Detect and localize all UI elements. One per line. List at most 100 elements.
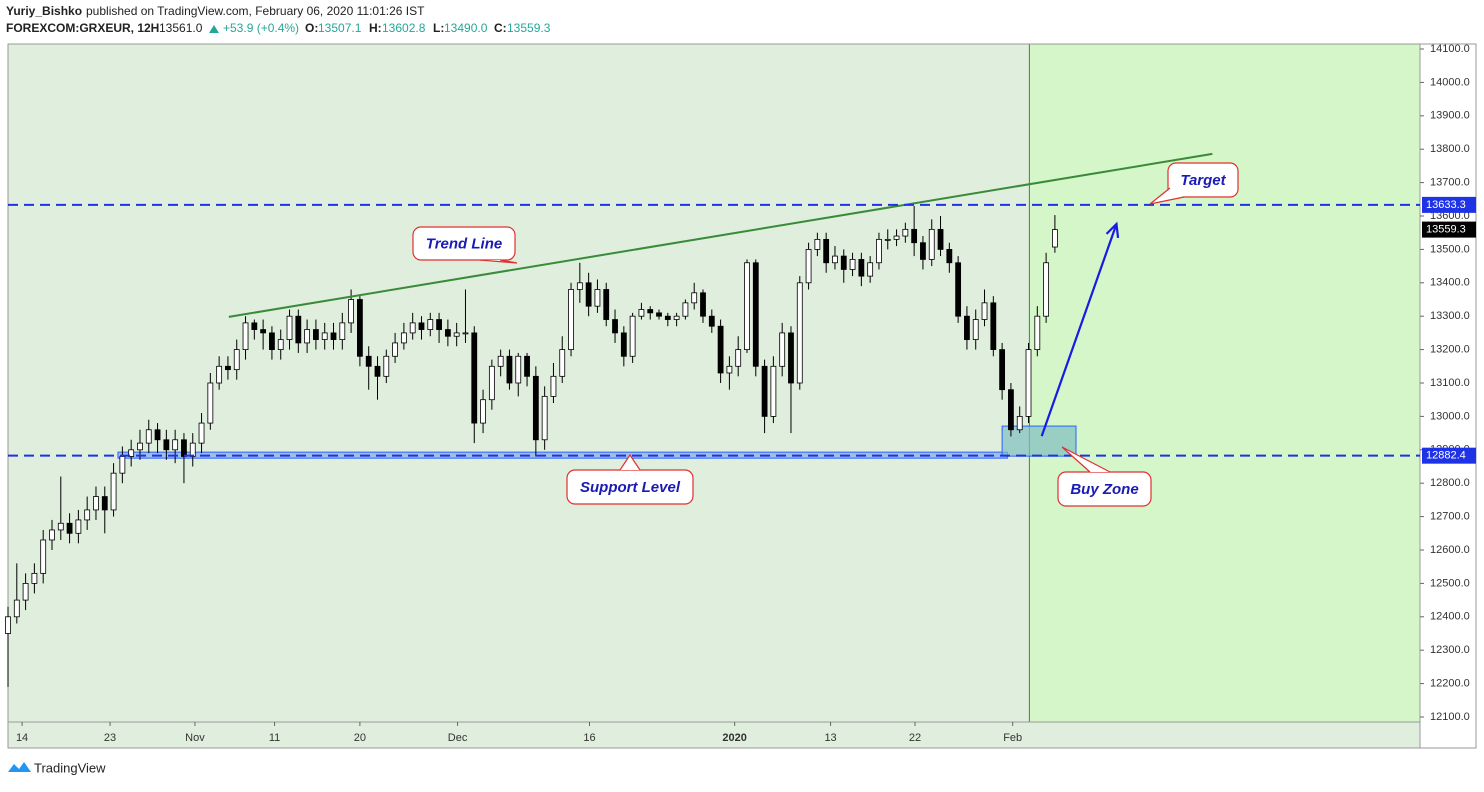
candle-body: [260, 329, 267, 334]
last-price: 13561.0: [159, 21, 203, 35]
candle-body: [981, 302, 988, 320]
callout-text: Buy Zone: [1070, 481, 1138, 498]
candle-body: [585, 282, 592, 307]
y-tick-label: 14000.0: [1430, 76, 1470, 88]
x-tick-label: Dec: [448, 732, 468, 744]
candle-body: [823, 238, 830, 264]
candle-body: [568, 289, 574, 351]
x-tick-label: Feb: [1003, 732, 1022, 744]
y-tick-label: 12500.0: [1430, 577, 1470, 589]
candle-body: [691, 292, 698, 304]
candle-body: [726, 365, 733, 374]
author: Yuriy_Bishko: [6, 4, 82, 18]
candle-body: [700, 292, 706, 317]
candle-body: [541, 395, 548, 441]
candle-body: [462, 332, 469, 335]
candle-body: [5, 616, 11, 634]
candle-body: [849, 259, 856, 270]
candle-body: [972, 319, 979, 340]
candle-body: [1034, 315, 1041, 351]
y-tick-label: 12700.0: [1430, 511, 1470, 523]
y-tick-label: 12200.0: [1430, 677, 1470, 689]
y-tick-label: 12800.0: [1430, 477, 1470, 489]
candle-body: [313, 329, 319, 340]
highlight-region: [1029, 44, 1420, 722]
candle-body: [752, 262, 759, 367]
candle-body: [295, 315, 302, 344]
x-tick-label: 11: [269, 732, 280, 744]
y-tick-label: 13000.0: [1430, 410, 1470, 422]
x-tick-label: 13: [824, 732, 836, 744]
callout-tail: [1061, 446, 1111, 473]
y-tick-label: 13300.0: [1430, 310, 1470, 322]
callout-tail: [479, 259, 518, 264]
candle-body: [1008, 389, 1014, 431]
candle-body: [321, 332, 328, 340]
y-tick-label: 13500.0: [1430, 243, 1470, 255]
h-label: H:: [369, 21, 382, 35]
candle-body: [840, 255, 847, 270]
y-tick-label: 12600.0: [1430, 544, 1470, 556]
candle-body: [735, 349, 742, 367]
candle-body: [1052, 229, 1058, 248]
candle-body: [137, 442, 143, 451]
callout-box: [412, 226, 516, 261]
candle-body: [207, 382, 214, 424]
candle-body: [594, 289, 601, 307]
published: published on TradingView.com, February 0…: [86, 4, 425, 18]
x-tick-label: 14: [16, 732, 28, 744]
candle-body: [620, 332, 627, 357]
candle-body: [480, 399, 486, 424]
y-tick-label: 12300.0: [1430, 644, 1470, 656]
candle-body: [814, 238, 821, 250]
candle-body: [524, 355, 530, 377]
candle-body: [550, 375, 557, 397]
candle-body: [444, 329, 451, 337]
candle-body: [629, 315, 636, 357]
candle-body: [902, 228, 909, 237]
candle-body: [66, 522, 73, 534]
candle-body: [559, 349, 566, 377]
candle-body: [999, 349, 1006, 391]
candle-body: [928, 228, 935, 260]
last-price-tag: [1422, 221, 1476, 238]
candle-body: [955, 262, 962, 317]
candle-body: [576, 282, 583, 290]
x-tick-label: 22: [909, 732, 921, 744]
y-tick-label: 12100.0: [1430, 711, 1470, 723]
candle-body: [532, 375, 539, 441]
candle-body: [189, 442, 196, 457]
candle-body: [418, 322, 425, 330]
candle-body: [717, 325, 724, 374]
logo: [8, 762, 31, 772]
candle-body: [990, 302, 997, 351]
c-value: 13559.3: [507, 21, 551, 35]
candle-body: [357, 299, 363, 357]
callout-tail: [1149, 187, 1185, 205]
callout-text: Target: [1180, 172, 1226, 189]
candle-body: [664, 315, 671, 320]
x-tick-label: 20: [354, 732, 366, 744]
x-tick-label: Nov: [185, 732, 205, 744]
candle-body: [761, 365, 768, 417]
candle-body: [612, 319, 618, 334]
candle-body: [400, 332, 407, 344]
candle-body: [656, 312, 662, 317]
candle-body: [488, 365, 495, 401]
candle-body: [40, 539, 47, 574]
candle-body: [788, 332, 794, 384]
candle-body: [647, 309, 654, 314]
candle-body: [374, 365, 381, 377]
candle-body: [365, 355, 372, 367]
candle-body: [57, 522, 64, 531]
up-arrow: [209, 25, 219, 33]
candle-body: [506, 355, 513, 384]
candle-body: [110, 472, 117, 511]
level-label: 12882.4: [1426, 450, 1466, 462]
level-tag: [1422, 196, 1476, 213]
candle-body: [198, 422, 205, 444]
candle-body: [453, 332, 460, 337]
l-label: L:: [433, 21, 444, 35]
last-price-label: 13559.3: [1426, 224, 1466, 236]
candle-body: [348, 299, 355, 324]
